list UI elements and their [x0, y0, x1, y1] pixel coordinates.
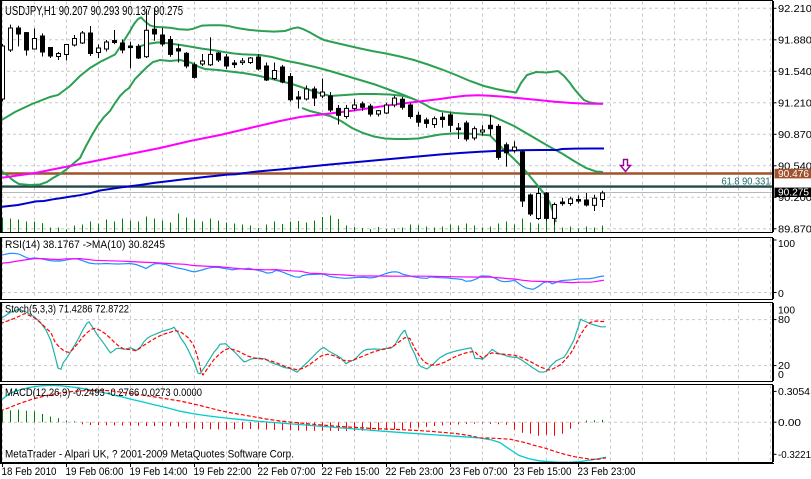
svg-text:Stoch(5,3,3) 71.4286 72.8722: Stoch(5,3,3) 71.4286 72.8722	[5, 304, 129, 316]
svg-text:MACD(12,26,9) -0.2493 -0.2766: MACD(12,26,9) -0.2493 -0.2766 0.0273 0.0…	[5, 387, 202, 399]
svg-text:23 Feb 23:00: 23 Feb 23:00	[578, 466, 636, 478]
svg-text:92.210: 92.210	[778, 3, 811, 15]
svg-text:19 Feb 06:00: 19 Feb 06:00	[66, 466, 124, 478]
svg-text:22 Feb 15:00: 22 Feb 15:00	[322, 466, 380, 478]
svg-text:0: 0	[778, 288, 784, 300]
svg-text:100: 100	[778, 304, 795, 316]
svg-text:23 Feb 07:00: 23 Feb 07:00	[450, 466, 508, 478]
svg-text:90.870: 90.870	[778, 129, 811, 141]
svg-text:0: 0	[778, 369, 784, 381]
svg-text:USDJPY,H1 90.207 90.293 90.13: USDJPY,H1 90.207 90.293 90.137 90.275	[5, 4, 183, 18]
svg-text:61.8 90.331: 61.8 90.331	[722, 176, 771, 188]
svg-text:91.210: 91.210	[778, 98, 811, 110]
svg-text:20: 20	[778, 360, 790, 372]
svg-text:18 Feb 2010: 18 Feb 2010	[2, 466, 57, 478]
svg-text:0.00: 0.00	[778, 417, 801, 429]
svg-text:80: 80	[778, 314, 790, 326]
svg-text:91.540: 91.540	[778, 66, 811, 78]
svg-text:22 Feb 07:00: 22 Feb 07:00	[258, 466, 316, 478]
svg-text:90.275: 90.275	[778, 187, 809, 199]
svg-text:19 Feb 22:00: 19 Feb 22:00	[194, 466, 252, 478]
svg-text:23 Feb 15:00: 23 Feb 15:00	[514, 466, 572, 478]
svg-text:19 Feb 14:00: 19 Feb 14:00	[130, 466, 188, 478]
svg-text:89.870: 89.870	[778, 224, 811, 236]
svg-text:100: 100	[778, 238, 795, 250]
svg-text:0.3054: 0.3054	[778, 386, 810, 398]
svg-text:-0.3221: -0.3221	[778, 449, 811, 461]
svg-text:91.880: 91.880	[778, 35, 811, 47]
svg-text:90.476: 90.476	[778, 168, 809, 180]
svg-text:MetaTrader - Alpari UK, ? 2001: MetaTrader - Alpari UK, ? 2001-2009 Meta…	[5, 449, 294, 461]
svg-text:RSI(14) 38.1767 ->MA(10) 30.8: RSI(14) 38.1767 ->MA(10) 30.8245	[5, 239, 165, 251]
svg-text:22 Feb 23:00: 22 Feb 23:00	[386, 466, 444, 478]
